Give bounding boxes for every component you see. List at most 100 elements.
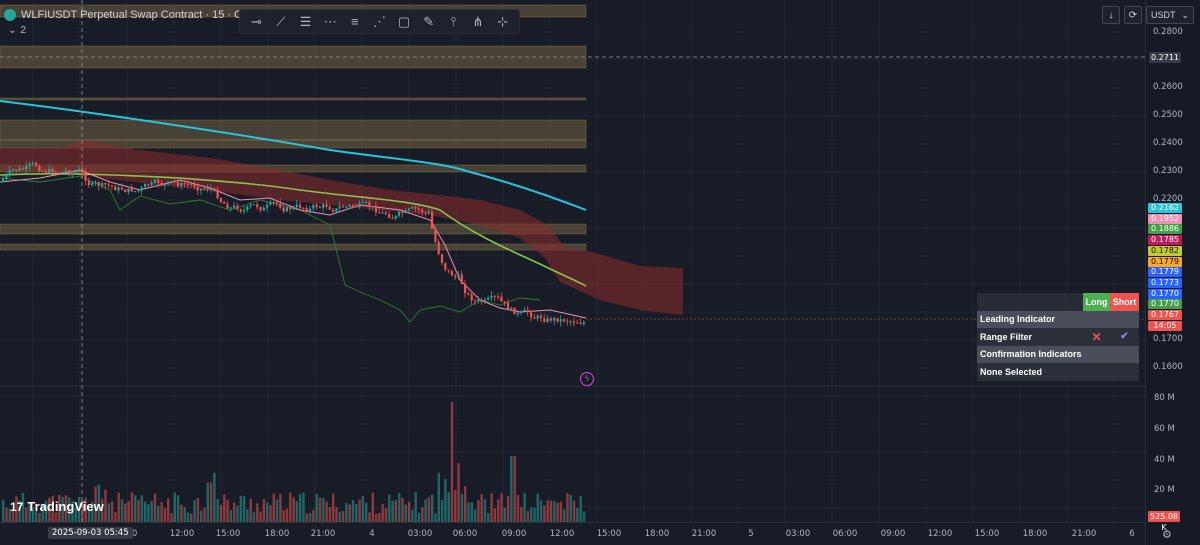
volume-bar <box>223 494 226 522</box>
symbol-header[interactable]: WLFIUSDT Perpetual Swap Contract · 15 · … <box>4 6 257 24</box>
candle-body <box>114 186 117 191</box>
price-label: 0.2800 <box>1153 27 1183 37</box>
volume-bar <box>351 499 355 522</box>
candle-body <box>143 184 147 188</box>
volume-bar <box>140 495 143 522</box>
candle-body <box>477 299 480 302</box>
candle-body <box>391 217 394 219</box>
fib-retracement-icon[interactable]: ⋔ <box>472 13 484 29</box>
volume-bar <box>203 507 206 522</box>
rectangle-icon[interactable]: ▢ <box>397 13 411 29</box>
candle-body <box>163 184 166 186</box>
time-axis[interactable]: 09:00 12:00 15:00 18:00 21:00 4 03:00 06:00 09:0… <box>0 522 1145 545</box>
volume-bar <box>520 507 523 522</box>
volume-bar <box>454 490 457 522</box>
volume-bar <box>153 493 157 522</box>
volume-value-tag: 525.08 K <box>1148 511 1180 532</box>
candle-body <box>28 163 31 166</box>
cross-icon[interactable]: ⊹ <box>497 13 509 29</box>
flat-top-bottom-icon[interactable]: ≡ <box>351 14 359 29</box>
volume-bar <box>559 501 563 522</box>
candle-body <box>497 296 500 298</box>
leading-indicator-label: Leading Indicator <box>980 314 1056 325</box>
download-icon[interactable]: ↓ <box>1101 6 1120 24</box>
volume-bar <box>262 499 266 522</box>
volume-bar <box>44 500 48 522</box>
candle-body <box>295 204 298 208</box>
lightning-icon[interactable]: ϟ <box>580 372 594 386</box>
currency-select[interactable]: USDT ⌄ <box>1145 6 1194 24</box>
volume-bar <box>183 507 186 522</box>
volume-bar <box>341 511 345 522</box>
volume-bar <box>117 492 120 522</box>
symbol-title[interactable]: WLFIUSDT Perpetual Swap Contract · 15 · … <box>21 9 258 21</box>
candle-body <box>176 181 180 187</box>
price-label: 0.2400 <box>1153 138 1183 148</box>
candle-body <box>219 198 222 203</box>
long-position-icon[interactable]: ⫯ <box>450 13 457 29</box>
candle-body <box>384 212 387 215</box>
volume-bar <box>467 502 470 522</box>
volume-bar <box>322 497 325 522</box>
candle-body <box>539 315 543 319</box>
volume-bar <box>539 500 543 522</box>
candle-body <box>371 205 374 207</box>
time-label: 15:00 <box>596 529 622 539</box>
candle-body <box>559 319 562 322</box>
chart-area[interactable]: WLFIUSDT Perpetual Swap Contract · 15 · … <box>0 0 1145 545</box>
time-label: 21:00 <box>310 529 336 539</box>
short-header: Short <box>1110 293 1139 311</box>
candle-body <box>289 207 292 210</box>
candle-body <box>318 207 321 209</box>
candle-body <box>503 301 506 303</box>
candle-body <box>127 188 130 193</box>
pitchfork-icon[interactable]: ⋰ <box>372 13 386 29</box>
candle-body <box>275 202 279 204</box>
time-label: 09:00 <box>880 529 906 539</box>
candle-body <box>279 203 282 208</box>
volume-bar <box>160 502 163 522</box>
candle-body <box>345 206 348 208</box>
parallel-channel-icon[interactable]: ☰ <box>299 13 312 29</box>
price-label: 0.2300 <box>1153 166 1183 176</box>
volume-bar <box>308 512 312 522</box>
volume-bar <box>411 509 414 522</box>
candle-body <box>467 293 470 295</box>
candle-body <box>262 207 265 211</box>
refresh-icon[interactable]: ⟳ <box>1123 6 1142 24</box>
regression-trend-icon[interactable]: ⋯ <box>323 13 337 29</box>
candle-body <box>348 204 351 207</box>
volume-bar <box>556 502 559 522</box>
candle-body <box>520 311 523 313</box>
volume-bar <box>292 497 295 522</box>
time-label: 06:00 <box>832 529 858 539</box>
brush-icon[interactable]: ✎ <box>423 13 435 29</box>
candle-body <box>68 170 71 175</box>
indicator-collapse[interactable]: ⌄ 2 <box>8 25 26 36</box>
candle-body <box>579 322 582 324</box>
candle-body <box>513 307 516 315</box>
candle-body <box>431 211 434 229</box>
volume-bar <box>84 497 87 522</box>
gear-icon[interactable]: ⚙ <box>1162 529 1172 541</box>
candle-body <box>285 207 288 212</box>
candle-body <box>190 183 193 185</box>
volume-label: 60 M <box>1154 424 1175 434</box>
horizontal-ray-icon[interactable]: ⊸ <box>250 13 262 29</box>
volume-bar <box>229 510 233 522</box>
range-filter-short-check-icon: ✔ <box>1120 331 1129 343</box>
price-chart-canvas[interactable] <box>0 0 1145 545</box>
volume-bar <box>256 503 259 522</box>
volume-bar <box>450 402 454 522</box>
volume-bar <box>530 507 533 522</box>
volume-bar <box>54 512 58 522</box>
candle-body <box>440 254 444 264</box>
volume-bar <box>576 507 579 522</box>
trend-line-icon[interactable]: ⟋ <box>276 13 286 29</box>
volume-bar <box>563 509 566 522</box>
candle-body <box>35 162 38 167</box>
price-axis[interactable]: 0.2800 0.2600 0.2500 0.2400 0.2300 0.2200 0.17… <box>1145 0 1200 545</box>
volume-bar <box>91 501 94 522</box>
candle-body <box>31 162 34 164</box>
volume-bar <box>81 499 84 522</box>
